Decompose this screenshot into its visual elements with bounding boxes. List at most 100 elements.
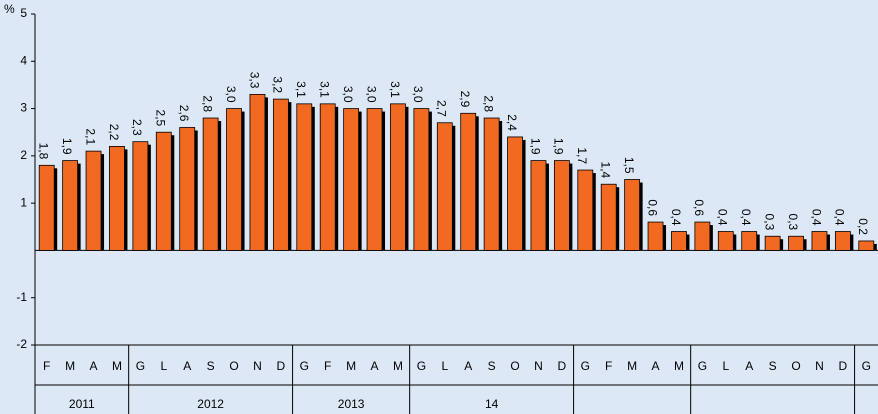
data-label: 0,6 [645, 199, 659, 216]
year-label: 2012 [197, 397, 224, 411]
bar [530, 160, 547, 251]
x-tick-label: G [862, 359, 871, 373]
bar [85, 150, 102, 251]
bar [319, 103, 336, 251]
bar [132, 141, 149, 251]
x-tick-label: G [300, 359, 309, 373]
data-label: 2,4 [505, 114, 519, 131]
data-label: 0,3 [786, 214, 800, 231]
bar [788, 235, 804, 251]
data-label: 1,5 [622, 157, 636, 174]
bar [390, 103, 406, 251]
x-tick-label: A [371, 359, 379, 373]
bar [343, 108, 360, 251]
bar [436, 122, 453, 251]
x-tick-label: A [745, 359, 753, 373]
data-label: 0,6 [692, 199, 706, 216]
x-tick-label: S [207, 359, 215, 373]
y-tick-label: 5 [20, 6, 27, 20]
data-label: 3,0 [411, 86, 425, 103]
bar [577, 169, 594, 251]
y-tick-label: -2 [16, 337, 27, 351]
data-label: 2,9 [458, 91, 472, 108]
x-tick-label: M [346, 359, 356, 373]
x-tick-label: D [839, 359, 848, 373]
data-label: 0,4 [809, 209, 823, 226]
data-label: 3,0 [364, 86, 378, 103]
bar [155, 131, 172, 251]
bar [483, 117, 500, 251]
data-label: 1,8 [37, 143, 51, 160]
x-tick-label: G [581, 359, 590, 373]
bar [811, 231, 828, 251]
x-tick-label: N [253, 359, 262, 373]
bar [226, 108, 242, 251]
x-tick-label: S [488, 359, 496, 373]
data-label: 2,8 [200, 95, 214, 112]
y-axis-label: % [4, 2, 15, 16]
x-tick-label: G [698, 359, 707, 373]
bar [38, 164, 55, 251]
data-label: 2,5 [154, 110, 168, 127]
data-label: 3,1 [294, 81, 308, 98]
year-label: 2011 [69, 397, 95, 411]
x-tick-label: M [674, 359, 684, 373]
data-label: 0,4 [716, 209, 730, 226]
x-tick-label: A [183, 359, 191, 373]
x-tick-label: A [652, 359, 660, 373]
data-label: 0,2 [856, 218, 870, 235]
x-tick-label: L [160, 359, 167, 373]
x-tick-label: O [510, 359, 519, 373]
x-tick-label: A [464, 359, 472, 373]
x-tick-label: G [136, 359, 145, 373]
x-tick-label: O [229, 359, 238, 373]
y-tick-label: 2 [20, 148, 27, 162]
data-label: 1,9 [528, 138, 542, 155]
y-tick-label: -1 [16, 290, 27, 304]
bar [694, 221, 711, 251]
year-label: 14 [485, 397, 499, 411]
bar [249, 93, 266, 251]
x-tick-label: G [417, 359, 426, 373]
data-label: 3,1 [318, 81, 332, 98]
bar [553, 160, 570, 251]
x-tick-label: M [627, 359, 637, 373]
x-tick-label: M [112, 359, 122, 373]
year-label: 2013 [338, 397, 365, 411]
bar [460, 112, 477, 251]
data-label: 2,3 [130, 119, 144, 136]
data-label: 2,7 [435, 100, 449, 117]
bar [717, 231, 734, 251]
data-label: 3,2 [271, 76, 285, 93]
data-label: 3,3 [247, 72, 261, 89]
data-label: 0,4 [833, 209, 847, 226]
data-label: 1,9 [60, 138, 74, 155]
bar [507, 136, 523, 251]
data-label: 1,7 [575, 147, 589, 164]
x-tick-label: L [722, 359, 729, 373]
x-tick-label: A [90, 359, 98, 373]
x-tick-label: D [558, 359, 567, 373]
x-tick-label: N [534, 359, 543, 373]
bar [366, 108, 383, 251]
x-tick-label: D [277, 359, 286, 373]
data-label: 1,4 [599, 162, 613, 179]
data-label: 3,0 [341, 86, 355, 103]
x-tick-label: F [324, 359, 331, 373]
data-label: 3,0 [224, 86, 238, 103]
data-label: 1,9 [552, 138, 566, 155]
x-tick-label: O [791, 359, 800, 373]
bar [62, 160, 79, 251]
x-tick-label: N [815, 359, 824, 373]
x-tick-label: M [393, 359, 403, 373]
bar [624, 179, 641, 251]
data-label: 2,2 [107, 124, 121, 141]
bar [296, 103, 313, 251]
bar [109, 145, 125, 251]
bar [272, 98, 289, 251]
bar [671, 231, 687, 251]
data-label: 2,1 [83, 128, 97, 145]
bar [413, 108, 430, 251]
bar [600, 183, 617, 251]
